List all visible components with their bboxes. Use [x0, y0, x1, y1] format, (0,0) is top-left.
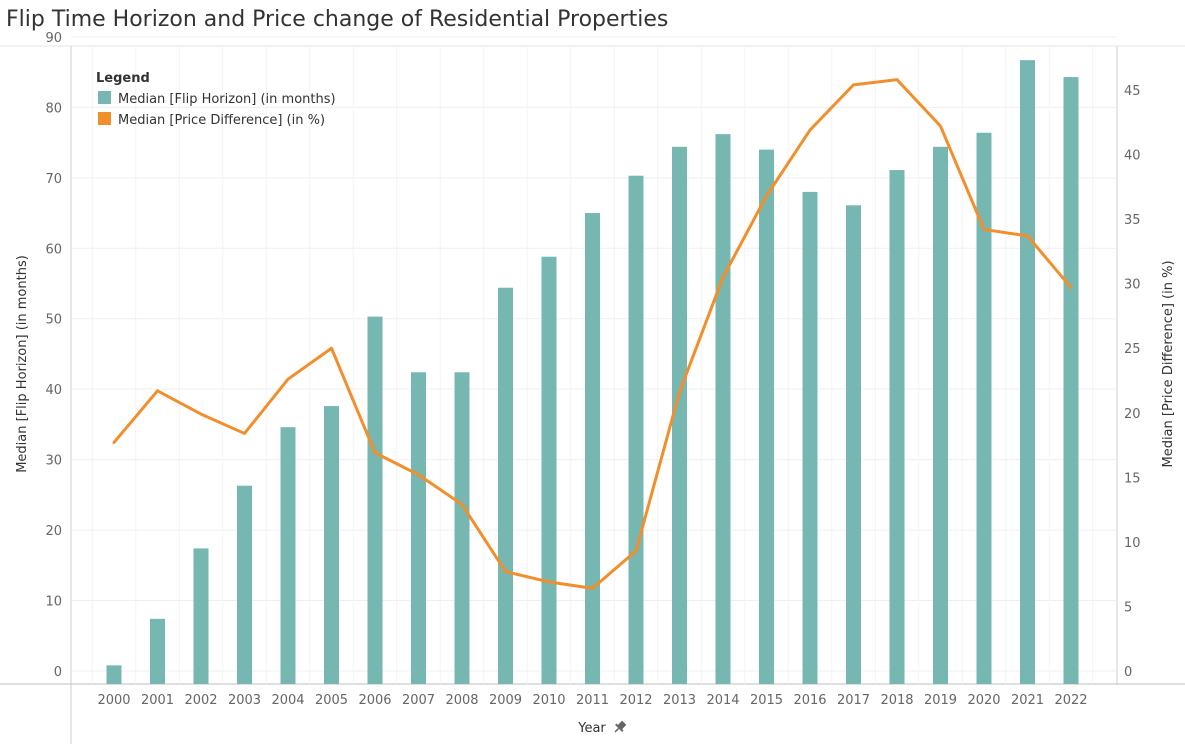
- x-tick-label: 2000: [97, 693, 130, 708]
- x-tick-label: 2005: [315, 693, 348, 708]
- y-tick-label: 50: [45, 313, 62, 328]
- bar-2019[interactable]: [933, 146, 948, 684]
- bar-2014[interactable]: [715, 134, 731, 685]
- x-tick-label: 2020: [967, 693, 1000, 708]
- bar-2010[interactable]: [541, 256, 557, 684]
- bar-2017[interactable]: [846, 205, 861, 684]
- x-tick-label: 2019: [924, 693, 957, 708]
- pin-icon[interactable]: [612, 719, 628, 735]
- y-tick-label: 60: [45, 242, 62, 257]
- y-tick-label: 70: [45, 172, 62, 187]
- bar-2008[interactable]: [454, 372, 470, 684]
- x-tick-label: 2018: [880, 693, 913, 708]
- bar-2004[interactable]: [280, 427, 296, 684]
- bar-2006[interactable]: [367, 316, 383, 684]
- y-tick-label: 20: [45, 524, 62, 539]
- x-axis-title: Year: [577, 721, 606, 736]
- y2-axis-title: Median [Price Difference] (in %): [1161, 260, 1176, 467]
- x-tick-label: 2011: [576, 693, 609, 708]
- x-tick-label: 2006: [358, 693, 391, 708]
- x-tick-label: 2021: [1011, 693, 1044, 708]
- x-tick-label: 2002: [184, 693, 217, 708]
- legend-item-flip-horizon[interactable]: Median [Flip Horizon] (in months): [98, 91, 336, 107]
- bar-2007[interactable]: [411, 372, 426, 684]
- bar-2018[interactable]: [889, 170, 905, 684]
- x-tick-label: 2004: [271, 693, 304, 708]
- bar-2001[interactable]: [150, 618, 165, 684]
- x-tick-label: 2015: [750, 693, 783, 708]
- bar-2013[interactable]: [672, 146, 687, 684]
- y2-tick-label: 15: [1124, 471, 1141, 486]
- bar-2021[interactable]: [1020, 60, 1035, 684]
- bar-layer: [106, 60, 1079, 685]
- y-axis-title: Median [Flip Horizon] (in months): [15, 255, 30, 473]
- y2-tick-label: 45: [1124, 84, 1141, 99]
- y2-tick-label: 40: [1124, 149, 1141, 164]
- x-tick-label: 2007: [402, 693, 435, 708]
- y-tick-label: 0: [54, 665, 62, 680]
- x-tick-label: 2010: [532, 693, 565, 708]
- bar-2016[interactable]: [802, 191, 818, 684]
- left-axis-ticks: 0 10 20 30 40 50 60 70 80 90: [45, 31, 62, 680]
- x-tick-label: 2003: [228, 693, 261, 708]
- y2-tick-label: 35: [1124, 213, 1141, 228]
- legend: Legend Median [Flip Horizon] (in months)…: [96, 71, 336, 128]
- legend-label: Median [Price Difference] (in %): [118, 113, 325, 128]
- legend-item-price-difference[interactable]: Median [Price Difference] (in %): [98, 112, 325, 128]
- y2-tick-label: 0: [1124, 665, 1132, 680]
- bar-2003[interactable]: [237, 485, 252, 684]
- chart-title: Flip Time Horizon and Price change of Re…: [6, 7, 668, 32]
- y2-tick-label: 25: [1124, 342, 1141, 357]
- y2-tick-label: 10: [1124, 536, 1141, 551]
- legend-title: Legend: [96, 71, 150, 86]
- legend-swatch: [98, 112, 111, 125]
- y-tick-label: 40: [45, 383, 62, 398]
- x-tick-label: 2016: [793, 693, 826, 708]
- x-axis-title-group: Year: [577, 719, 628, 736]
- bar-2020[interactable]: [976, 132, 992, 684]
- bar-2015[interactable]: [759, 149, 774, 685]
- bar-2005[interactable]: [324, 406, 339, 684]
- y-tick-label: 90: [45, 31, 62, 46]
- x-tick-label: 2022: [1054, 693, 1087, 708]
- x-tick-label: 2017: [837, 693, 870, 708]
- bar-2002[interactable]: [193, 548, 209, 684]
- bar-2012[interactable]: [628, 175, 644, 685]
- x-tick-label: 2009: [489, 693, 522, 708]
- y2-tick-label: 20: [1124, 407, 1141, 422]
- x-tick-label: 2008: [445, 693, 478, 708]
- legend-swatch: [98, 91, 111, 104]
- bar-2022[interactable]: [1063, 77, 1079, 685]
- right-axis-ticks: 0 5 10 15 20 25 30 35 40 45: [1124, 84, 1141, 680]
- line-layer: [112, 78, 1073, 590]
- legend-label: Median [Flip Horizon] (in months): [118, 92, 336, 107]
- bar-2011[interactable]: [585, 213, 600, 684]
- bar-2009[interactable]: [498, 287, 513, 684]
- y-tick-label: 30: [45, 454, 62, 469]
- x-tick-label: 2013: [663, 693, 696, 708]
- y-tick-label: 80: [45, 101, 62, 116]
- line-price-difference[interactable]: [112, 78, 1073, 590]
- x-tick-label: 2012: [619, 693, 652, 708]
- y2-tick-label: 30: [1124, 278, 1141, 293]
- bar-2000[interactable]: [106, 665, 122, 684]
- x-axis-ticks: 2000 2001 2002 2003 2004 2005 2006 2007 2008 2009…: [97, 693, 1087, 708]
- x-tick-label: 2001: [141, 693, 174, 708]
- x-tick-label: 2014: [706, 693, 739, 708]
- y-tick-label: 10: [45, 595, 62, 610]
- y2-tick-label: 5: [1124, 600, 1132, 615]
